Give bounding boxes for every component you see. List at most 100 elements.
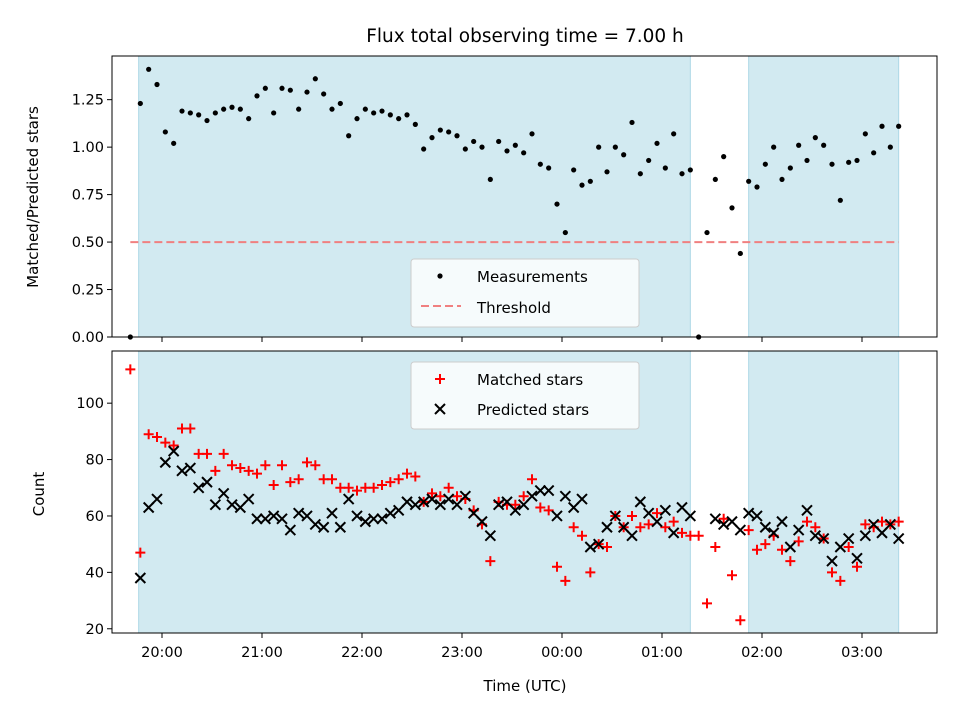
measurement-point [137, 100, 143, 107]
measurement-point [237, 106, 243, 112]
matched-point [202, 448, 212, 459]
predicted-point [709, 513, 722, 525]
matched-point [668, 516, 679, 527]
measurement-point [704, 229, 710, 236]
predicted-point [476, 515, 488, 528]
predicted-point [284, 524, 297, 536]
predicted-point [301, 510, 313, 522]
measurement-point [871, 150, 877, 156]
matched-point [835, 575, 846, 586]
x-tick-label: 23:00 [441, 645, 483, 661]
measurement-point [204, 117, 210, 124]
matched-point [160, 437, 171, 448]
measurement-point [454, 133, 460, 139]
measurement-point [154, 81, 160, 88]
measurement-point [462, 146, 468, 152]
measurement-point [887, 144, 893, 150]
matched-point [677, 527, 687, 538]
measurement-point [354, 116, 360, 122]
y-tick-label: 0.75 [72, 188, 104, 204]
predicted-point [192, 482, 205, 494]
measurement-point [446, 129, 452, 135]
predicted-point [801, 504, 813, 517]
predicted-point [726, 515, 738, 528]
matched-point [785, 556, 796, 567]
measurement-point [821, 142, 827, 148]
measurement-point [779, 176, 785, 183]
measurement-point [587, 178, 593, 184]
y-tick-label: 80 [86, 453, 104, 469]
predicted-point [651, 515, 663, 528]
predicted-point [467, 507, 480, 519]
measurement-point [487, 176, 493, 183]
matched-point [235, 463, 246, 474]
measurement-point [629, 119, 635, 126]
predicted-point [776, 515, 788, 528]
matched-point [368, 482, 379, 493]
matched-point [152, 432, 162, 443]
predicted-point [484, 530, 497, 542]
measurement-point [379, 108, 385, 114]
matched-point [485, 556, 496, 567]
matched-point [427, 488, 437, 499]
matched-legend-marker [435, 374, 445, 384]
matched-point [293, 474, 304, 485]
x-tick-label: 21:00 [241, 645, 283, 661]
x-tick-label: 03:00 [841, 645, 883, 661]
measurement-point [671, 131, 677, 137]
measurement-point [412, 121, 418, 127]
predicted-point [292, 507, 305, 519]
matched-point [510, 499, 521, 510]
predicted-point [509, 504, 522, 517]
predicted-point [876, 527, 888, 539]
predicted-point [409, 498, 422, 511]
predicted-point [617, 521, 630, 533]
measurement-point [196, 112, 202, 118]
matched-point [443, 482, 454, 493]
measurement-point [812, 135, 818, 141]
measurement-point [321, 91, 327, 97]
measurements-legend-marker [437, 273, 443, 279]
measurement-point [596, 144, 602, 150]
predicted-point [576, 493, 588, 505]
predicted-point [742, 507, 755, 519]
matched-point [893, 516, 904, 527]
measurement-point [262, 85, 268, 91]
predicted-point [767, 527, 780, 539]
matched-point [535, 502, 546, 513]
measurement-point [312, 76, 318, 82]
predicted-point [392, 504, 405, 517]
measurement-point [837, 197, 843, 203]
predicted-point [226, 498, 238, 511]
measurement-point [371, 110, 377, 116]
predicted-point [642, 507, 655, 519]
predicted-point [851, 552, 863, 564]
measurement-point [612, 144, 618, 150]
measurement-point [362, 106, 368, 112]
top-legend-box [410, 258, 640, 328]
shaded-interval-2 [748, 350, 900, 634]
measurement-point [437, 127, 443, 133]
predicted-point [534, 484, 547, 497]
bottom-legend-box [410, 361, 640, 430]
predicted-point [592, 538, 605, 550]
predicted-point [167, 445, 180, 457]
predicted-point [184, 462, 197, 474]
matched-point [660, 522, 671, 533]
predicted-point [359, 515, 372, 528]
predicted-point [401, 496, 413, 508]
measurement-point [387, 112, 393, 118]
measurement-point [162, 129, 168, 135]
measurement-point [471, 138, 477, 145]
measurement-point [862, 131, 868, 137]
matched-point [252, 468, 262, 479]
matched-point [877, 516, 887, 527]
matched-point [560, 575, 571, 586]
predicted-point [151, 493, 163, 505]
predicted-point [176, 465, 188, 477]
predicted-point [859, 530, 872, 542]
x-tick-label: 00:00 [541, 645, 583, 661]
y-tick-label: 20 [86, 622, 104, 638]
predicted-point [309, 518, 322, 531]
